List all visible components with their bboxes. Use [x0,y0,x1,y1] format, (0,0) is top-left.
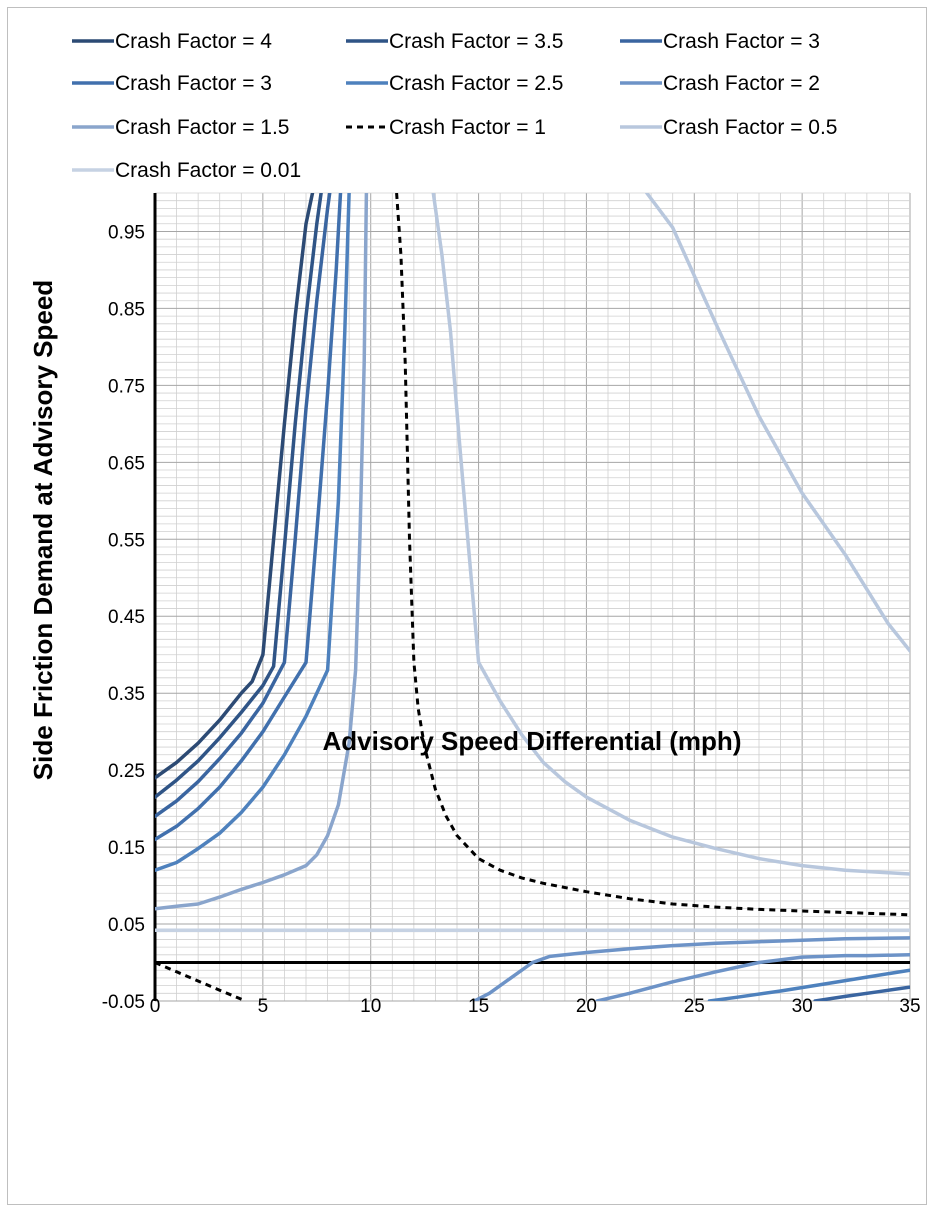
y-tick-label: 0.65 [108,453,145,474]
legend-label: Crash Factor = 0.5 [663,116,838,139]
legend-label: Crash Factor = 2.5 [389,72,564,95]
extra-curve-2 [707,968,910,1001]
legend-label: Crash Factor = 1 [389,116,546,139]
series-line-3 [155,193,343,842]
series-line-4 [155,193,351,872]
x-tick-label: 25 [684,996,705,1017]
tick-labels-layer: 0 5 10 15 20 25 30 35 -0.05 0.05 0.15 0.25 0.35 0.45 0… [102,222,921,1017]
y-tick-label: 0.55 [108,530,145,551]
legend-label: Crash Factor = 1.5 [115,116,290,139]
grid-layer [154,192,911,1002]
y-tick-label: 0.05 [108,915,145,936]
extra-curve-1 [472,936,910,1001]
legend-label: Crash Factor = 3 [663,30,820,53]
series-line-6 [155,193,369,911]
x-tick-label: 35 [899,996,920,1017]
series-line-7 [395,193,910,917]
legend: Crash Factor = 4 Crash Factor = 3.5 Crash … [72,30,838,182]
y-tick-label: 0.45 [108,607,145,628]
y-tick-label: 0.85 [108,299,145,320]
legend-label: Crash Factor = 4 [115,30,272,53]
series-line-8 [431,193,910,876]
extra-curve-4 [645,193,910,653]
legend-label: Crash Factor = 2 [663,72,820,95]
extra-curve-3 [813,985,910,1001]
series-layer [155,193,910,1001]
x-tick-label: 10 [360,996,381,1017]
y-tick-label: 0.25 [108,761,145,782]
y-tick-label: 0.15 [108,838,145,859]
x-tick-label: 30 [792,996,813,1017]
series-line-1 [155,193,323,799]
legend-label: Crash Factor = 3 [115,72,272,95]
y-tick-label: 0.95 [108,222,145,243]
x-tick-label: 15 [468,996,489,1017]
y-tick-label: 0.75 [108,376,145,397]
x-tick-label: 20 [576,996,597,1017]
x-tick-label: 0 [150,996,161,1017]
series-line-0 [155,193,315,780]
series-line-2 [155,193,332,819]
x-tick-label: 5 [258,996,269,1017]
extra-curve-0 [155,961,247,1001]
legend-label: Crash Factor = 3.5 [389,30,564,53]
y-tick-label: -0.05 [102,992,145,1013]
x-axis-title: Advisory Speed Differential (mph) [323,726,742,756]
y-axis-title: Side Friction Demand at Advisory Speed [28,280,58,780]
y-tick-label: 0.35 [108,684,145,705]
legend-label: Crash Factor = 0.01 [115,159,301,182]
series-line-5 [595,953,910,1001]
chart-frame [7,7,927,1205]
